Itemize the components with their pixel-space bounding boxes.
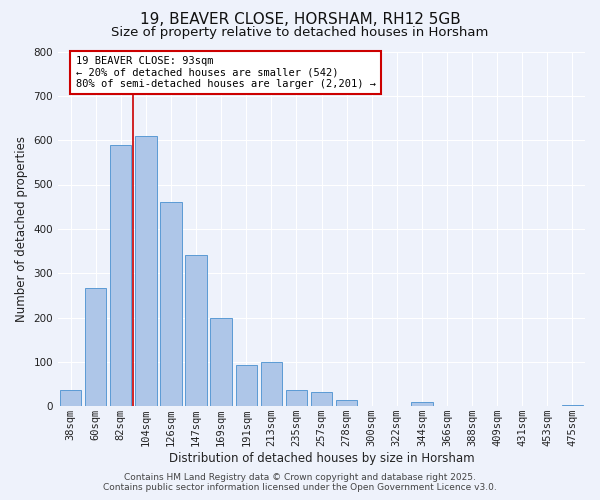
- Bar: [336, 400, 357, 406]
- Text: Contains HM Land Registry data © Crown copyright and database right 2025.
Contai: Contains HM Land Registry data © Crown c…: [103, 473, 497, 492]
- X-axis label: Distribution of detached houses by size in Horsham: Distribution of detached houses by size …: [169, 452, 475, 465]
- Bar: [311, 392, 332, 406]
- Bar: [60, 390, 81, 406]
- Bar: [260, 362, 282, 406]
- Bar: [236, 365, 257, 406]
- Text: 19, BEAVER CLOSE, HORSHAM, RH12 5GB: 19, BEAVER CLOSE, HORSHAM, RH12 5GB: [140, 12, 460, 28]
- Bar: [135, 136, 157, 406]
- Bar: [110, 144, 131, 406]
- Y-axis label: Number of detached properties: Number of detached properties: [15, 136, 28, 322]
- Bar: [160, 202, 182, 406]
- Text: Size of property relative to detached houses in Horsham: Size of property relative to detached ho…: [112, 26, 488, 39]
- Text: 19 BEAVER CLOSE: 93sqm
← 20% of detached houses are smaller (542)
80% of semi-de: 19 BEAVER CLOSE: 93sqm ← 20% of detached…: [76, 56, 376, 89]
- Bar: [211, 318, 232, 406]
- Bar: [185, 256, 207, 406]
- Bar: [286, 390, 307, 406]
- Bar: [85, 288, 106, 406]
- Bar: [411, 402, 433, 406]
